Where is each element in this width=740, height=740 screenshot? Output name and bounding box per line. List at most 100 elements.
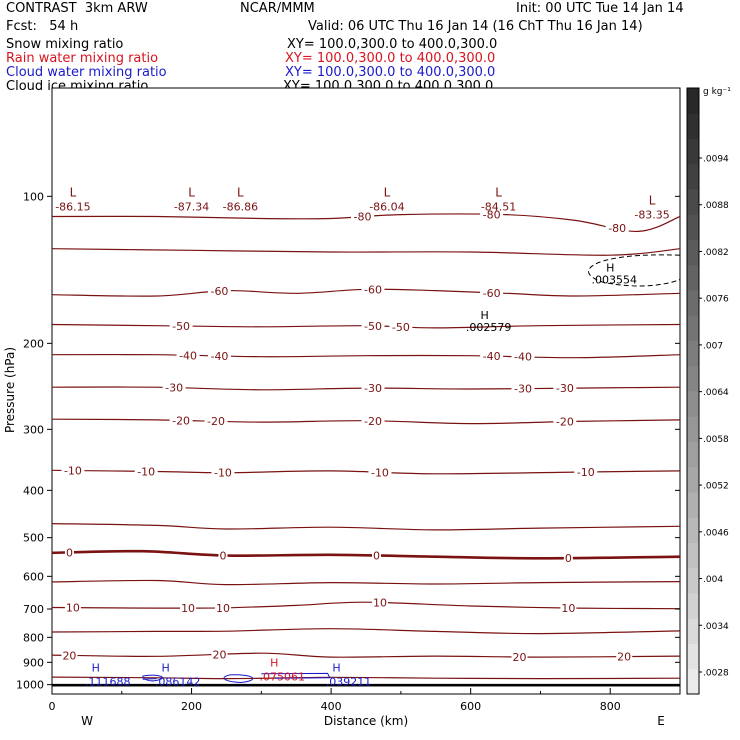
cloud-water-contour: [223, 674, 254, 684]
isotherm-label-bg: [169, 319, 193, 332]
cloud-water-contour: [261, 672, 331, 679]
low-marker: L: [495, 186, 502, 200]
isotherm-line: [52, 628, 680, 635]
isotherm-label: -10: [64, 465, 82, 478]
isotherm-label: 0: [373, 550, 380, 563]
colorbar-swatch: [687, 567, 699, 594]
snow-high-value: .003554: [591, 273, 637, 286]
colorbar-frame: [686, 87, 700, 695]
x-tick-label: 200: [181, 700, 202, 713]
isotherm-label: -60: [210, 285, 228, 298]
x-axis-label: Distance (km): [324, 714, 408, 728]
isotherm-label: -20: [556, 416, 574, 429]
isotherm-label: -10: [214, 467, 232, 480]
colorbar-tick-label: .007: [703, 341, 723, 351]
isotherm-label-bg: [511, 650, 528, 663]
isotherm-label: -20: [364, 415, 382, 428]
isotherm-label-bg: [361, 319, 385, 332]
cloud-water-high-value: .039211: [326, 675, 372, 688]
isotherm-line: [52, 353, 680, 359]
isotherm-label: 20: [617, 650, 631, 663]
colorbar-swatch: [687, 239, 699, 266]
field-cloud-water-name: Cloud water mixing ratio: [6, 65, 167, 80]
isotherm-label: -30: [514, 383, 532, 396]
y-axis-label: Pressure (hPa): [3, 347, 17, 433]
colorbar: g kg⁻¹ .0028 .0034 .004 .0046 .0052 .0058 .0064…: [686, 87, 731, 695]
isotherm-label-bg: [368, 466, 392, 479]
isotherm-label-bg: [361, 382, 385, 395]
surface-layer: [52, 683, 680, 687]
colorbar-swatch: [687, 391, 699, 417]
isotherm-label-bg: [64, 546, 74, 559]
isotherm-label: -40: [483, 350, 501, 363]
isotherm-label: -40: [179, 349, 197, 362]
x-end-label-west: W: [81, 714, 93, 728]
isotherm-label: 0: [565, 552, 572, 565]
isotherm-label: -50: [172, 320, 190, 333]
contour-label-layer: -80 -80 -80 -60 -60 -60 -50 -50 -50 -40 -40 -40 -40 -…: [55, 186, 670, 689]
colorbar-tick-label: .0076: [703, 295, 729, 305]
isotherm-label-bg: [553, 382, 577, 395]
colorbar-swatch: [687, 88, 699, 114]
isotherm-line: [52, 676, 680, 680]
isotherm-label: 20: [62, 649, 76, 662]
colorbar-swatch: [687, 214, 699, 240]
low-marker: L: [237, 186, 244, 200]
isotherm-label-bg: [61, 464, 85, 477]
isotherm-label: 0: [219, 549, 226, 562]
cloud-water-high-value: .111688: [85, 675, 131, 688]
isotherm-label: -30: [556, 382, 574, 395]
isotherm-label: -60: [483, 287, 501, 300]
field-rain-name: Rain water mixing ratio: [6, 51, 159, 66]
colorbar-swatch: [687, 492, 699, 518]
isotherm-label: 10: [373, 597, 387, 610]
colorbar-swatch: [687, 340, 699, 367]
colorbar-swatch: [687, 618, 699, 644]
isotherm-label: 20: [212, 648, 226, 661]
colorbar-tick-label: .0046: [703, 528, 729, 538]
y-tick-label: 500: [23, 532, 44, 545]
field-snow-xy: XY= 100.0,300.0 to 400.0,300.0: [287, 37, 498, 52]
colorbar-swatch: [687, 441, 699, 468]
isotherm-label: 10: [561, 602, 575, 615]
model-title: CONTRAST 3km ARW: [6, 1, 148, 16]
field-snow-name: Snow mixing ratio: [6, 37, 124, 52]
low-value-label: -84.51: [481, 201, 516, 214]
isotherm-label-bg: [616, 650, 633, 663]
isotherm-line: [52, 549, 680, 560]
low-value-label: -83.35: [634, 209, 669, 222]
isotherm-label: -80: [483, 209, 501, 222]
isotherm-label: 10: [181, 602, 195, 615]
isotherm-label-bg: [204, 415, 228, 428]
isotherm-label-bg: [389, 320, 413, 333]
colorbar-swatch: [687, 290, 699, 316]
isotherm-label-bg: [553, 415, 577, 428]
colorbar-swatch: [687, 668, 699, 695]
isotherm-line: [52, 652, 680, 658]
colorbar-tick-label: .0094: [703, 155, 729, 165]
snow-high-marker: H: [606, 261, 614, 274]
isotherm-label: 10: [216, 602, 230, 615]
isotherm-label: 10: [66, 602, 80, 615]
isotherm-label-bg: [207, 285, 231, 298]
low-value-label: -86.15: [55, 201, 90, 214]
isotherm-label: -10: [371, 466, 389, 479]
rain-high-value: .075061: [260, 670, 306, 683]
isotherm-label: -10: [137, 465, 155, 478]
field-cloud-water-xy: XY= 100.0,300.0 to 400.0,300.0: [285, 65, 496, 80]
y-tick-label: 400: [23, 484, 44, 497]
low-marker: L: [649, 194, 656, 208]
isotherm-label-bg: [605, 221, 629, 234]
colorbar-swatch: [687, 315, 699, 341]
colorbar-swatch: [687, 517, 699, 543]
snow-high-marker: H: [480, 309, 488, 322]
snow-high-value: .002579: [466, 321, 512, 334]
colorbar-tick-label: .004: [703, 575, 723, 585]
center-title: NCAR/MMM: [240, 1, 315, 16]
colorbar-swatch: [687, 643, 699, 670]
colorbar-swatch: [687, 466, 699, 493]
isotherm-label: -30: [165, 382, 183, 395]
isotherm-label: -60: [364, 283, 382, 296]
